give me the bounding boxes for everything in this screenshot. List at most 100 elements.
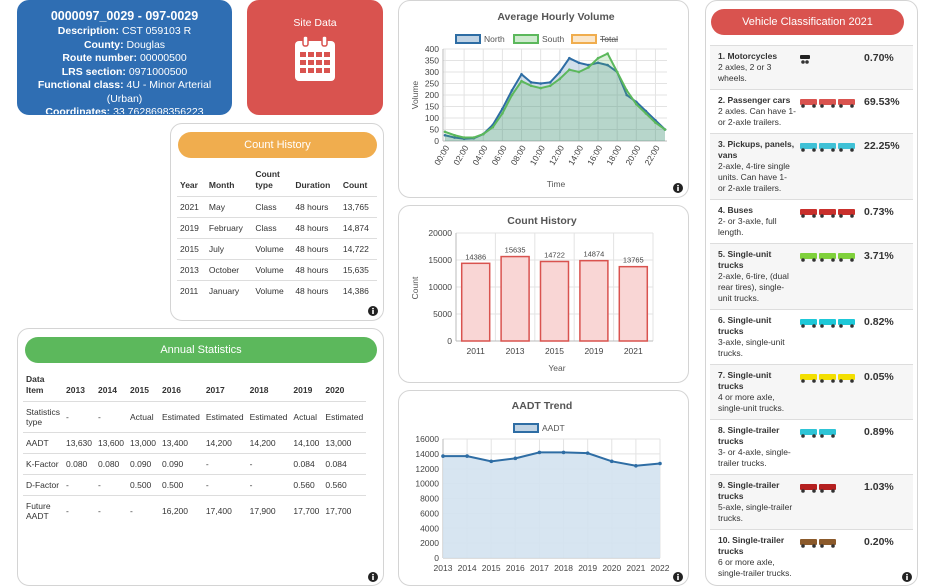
table-cell: 0.084: [322, 453, 367, 475]
y-tick-label: 0: [434, 553, 439, 563]
vehicle-body: [819, 484, 836, 490]
field-label: Functional class:: [37, 79, 124, 91]
vehicle-description: 6 or more axle, single-trailer trucks.: [718, 557, 792, 578]
count-history-button[interactable]: Count History: [178, 132, 377, 158]
vehicle-text: 3. Pickups, panels, vans 2-axle, 4-tire s…: [718, 139, 796, 194]
column-header: 2015: [130, 385, 149, 395]
y-tick-label: 50: [430, 125, 440, 135]
series-point: [654, 121, 657, 124]
series-point: [568, 68, 571, 71]
series-point: [520, 79, 523, 83]
table-row: 2015 July Volume 48 hours 14,722: [177, 238, 377, 260]
count-chart-card: 0 5000 10000 15000 20000 14386 2011 15635 2013 14…: [398, 205, 689, 383]
table-cell: Volume: [252, 238, 293, 260]
table-cell: 13,000: [322, 432, 367, 454]
vehicle-body: [800, 319, 817, 325]
vehicle-icon-box: [796, 205, 862, 238]
calendar-icon: [295, 35, 335, 81]
vehicle-body: [800, 99, 817, 105]
table-cell: 13,600: [95, 432, 128, 454]
table-row: K-Factor 0.080 0.080 0.090 0.090- -0.084 0.084: [23, 453, 367, 475]
site-field: Coordinates: 33.7628698356223: [24, 106, 225, 115]
vehicle-wheel: [801, 104, 805, 108]
y-tick-label: 5000: [433, 309, 452, 319]
vehicle-item: 8. Single-trailer trucks 3- or 4-axle, si…: [710, 419, 913, 474]
column-header: 2017: [205, 385, 225, 395]
vehicle-wheel: [839, 214, 843, 218]
x-tick-label: 18:00: [604, 143, 623, 167]
series-area: [445, 58, 665, 142]
bar-value-label: 14874: [583, 250, 604, 259]
table-row: 2011 January Volume 48 hours 14,386: [177, 280, 377, 301]
info-icon[interactable]: [673, 572, 683, 582]
table-cell: 13,765: [339, 196, 377, 218]
info-icon[interactable]: [368, 572, 378, 582]
column-header: Count type: [255, 169, 280, 190]
table-cell: 2021: [177, 196, 206, 218]
column-header: 2020: [325, 385, 345, 395]
vehicle-classification-button[interactable]: Vehicle Classification 2021: [711, 9, 904, 35]
field-label: Coordinates:: [45, 106, 111, 115]
vehicle-wheel: [850, 104, 854, 108]
vehicle-wheel: [812, 544, 816, 548]
vehicle-body: [819, 319, 836, 325]
vehicle-wheel: [820, 544, 824, 548]
table-cell: February: [205, 217, 253, 239]
field-value: 00000500: [139, 52, 187, 64]
vehicle-body: [838, 253, 855, 259]
series-point: [606, 63, 609, 67]
x-tick-label: 2017: [530, 563, 549, 573]
series-point: [558, 77, 562, 81]
series-point: [491, 125, 495, 129]
count-chart: 0 5000 10000 15000 20000 14386 2011 15635 2013 14…: [410, 215, 654, 373]
vehicle-item: 7. Single-unit trucks 4 or more axle, sin…: [710, 364, 913, 419]
x-tick-label: 10:00: [528, 143, 547, 167]
series-point: [663, 128, 667, 131]
table-cell: 2011: [177, 280, 206, 301]
x-axis-label: Time: [547, 179, 566, 189]
y-tick-label: 4000: [420, 523, 439, 533]
vehicle-text: 10. Single-trailer trucks 6 or more axle,…: [718, 535, 796, 579]
vehicle-wheel: [801, 214, 805, 218]
vehicle-text: 1. Motorcycles 2 axles, 2 or 3 wheels.: [718, 51, 796, 84]
series-point: [539, 86, 542, 90]
vehicle-percent: 0.82%: [864, 316, 894, 328]
bar: [579, 259, 609, 342]
series-point: [561, 450, 566, 455]
info-icon[interactable]: [673, 183, 683, 193]
table-cell: 14,200: [202, 432, 247, 454]
series-point: [453, 133, 456, 137]
vehicle-body: [800, 429, 817, 435]
table-cell: 13,400: [159, 432, 203, 454]
vehicle-description: 3-axle, single-unit trucks.: [718, 337, 785, 358]
vehicle-wheel: [839, 104, 843, 108]
table-cell: 0.080: [95, 453, 128, 475]
annual-statistics-button[interactable]: Annual Statistics: [25, 337, 377, 363]
x-tick-label: 2015: [482, 563, 501, 573]
vehicle-wheel: [839, 324, 843, 328]
series-point: [529, 84, 533, 88]
vehicle-wheel: [801, 60, 805, 64]
vehicle-wheel: [820, 379, 824, 383]
info-icon[interactable]: [368, 306, 378, 316]
site-data-button[interactable]: Site Data: [247, 0, 383, 115]
header-row: Year Month Count type Duration Count: [177, 164, 377, 197]
table-cell: Actual: [290, 401, 323, 433]
table-cell: July: [205, 238, 253, 260]
legend-label: Total: [600, 34, 618, 44]
table-cell: 2013: [177, 259, 206, 281]
vehicle-body: [838, 99, 855, 105]
x-tick-label: 2022: [651, 563, 670, 573]
info-icon[interactable]: [902, 572, 912, 582]
vehicle-body: [838, 319, 855, 325]
site-field: Functional class: 4U - Minor Arterial (U…: [24, 79, 225, 106]
vehicle-description: 2 axles. Can have 1- or 2-axle trailers.: [718, 106, 796, 127]
vehicle-title: 7. Single-unit trucks: [718, 370, 772, 391]
y-tick-label: 150: [425, 102, 439, 112]
table-cell: -: [246, 474, 291, 496]
vehicle-body: [819, 99, 836, 105]
table-cell: 14,200: [246, 432, 291, 454]
vehicle-icon: [800, 374, 855, 383]
table-cell: 15,635: [339, 259, 377, 281]
